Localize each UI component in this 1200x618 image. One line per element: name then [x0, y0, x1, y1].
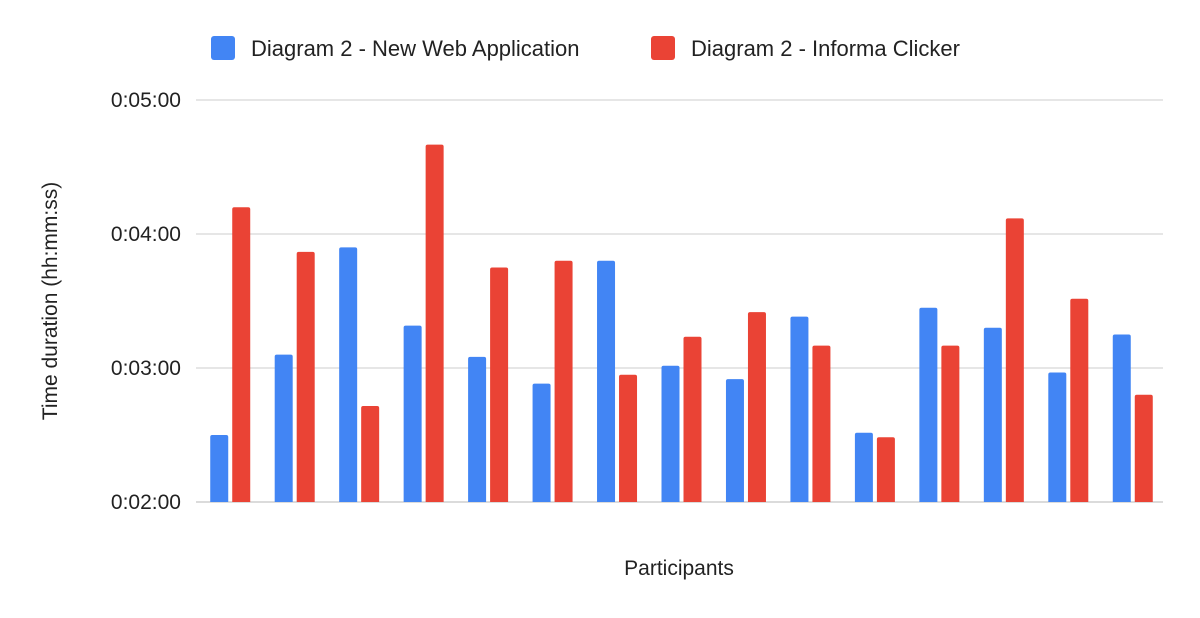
bar	[854, 432, 873, 502]
bar	[1005, 218, 1024, 502]
bar	[941, 345, 960, 502]
bar	[554, 260, 573, 502]
bar	[274, 354, 293, 502]
legend-swatch-new-web-application	[211, 36, 235, 60]
bar	[747, 312, 766, 502]
y-tick-label: 0:04:00	[111, 223, 181, 246]
bar	[619, 374, 638, 502]
bar	[1070, 298, 1089, 502]
bar	[490, 267, 509, 502]
bar	[468, 356, 487, 502]
bar	[725, 379, 744, 502]
bar	[661, 365, 680, 502]
x-axis-title: Participants	[624, 557, 734, 580]
bar	[339, 247, 358, 502]
bar	[1112, 334, 1131, 502]
bar	[983, 327, 1002, 502]
legend-label-new-web-application: Diagram 2 - New Web Application	[251, 36, 580, 61]
bar	[790, 316, 809, 502]
bar	[296, 251, 315, 502]
bar	[812, 345, 831, 502]
bar	[232, 207, 251, 502]
y-axis-title: Time duration (hh:mm:ss)	[39, 182, 62, 420]
y-tick-label: 0:03:00	[111, 357, 181, 380]
bar	[532, 383, 551, 502]
bar	[597, 260, 616, 502]
y-tick-label: 0:02:00	[111, 491, 181, 514]
bar	[1048, 372, 1067, 502]
bar	[361, 405, 380, 502]
legend-swatch-informa-clicker	[651, 36, 675, 60]
legend-label-informa-clicker: Diagram 2 - Informa Clicker	[691, 36, 960, 61]
bar	[919, 307, 938, 502]
bar	[876, 437, 895, 502]
bar	[683, 336, 702, 502]
bar	[210, 435, 229, 502]
bars	[210, 144, 1153, 502]
bar	[403, 325, 422, 502]
bar	[425, 144, 444, 502]
bar	[1134, 394, 1153, 502]
y-tick-label: 0:05:00	[111, 89, 181, 112]
legend: Diagram 2 - New Web Application Diagram …	[211, 36, 960, 61]
y-axis-ticks: 0:02:00 0:03:00 0:04:00 0:05:00	[111, 89, 181, 514]
